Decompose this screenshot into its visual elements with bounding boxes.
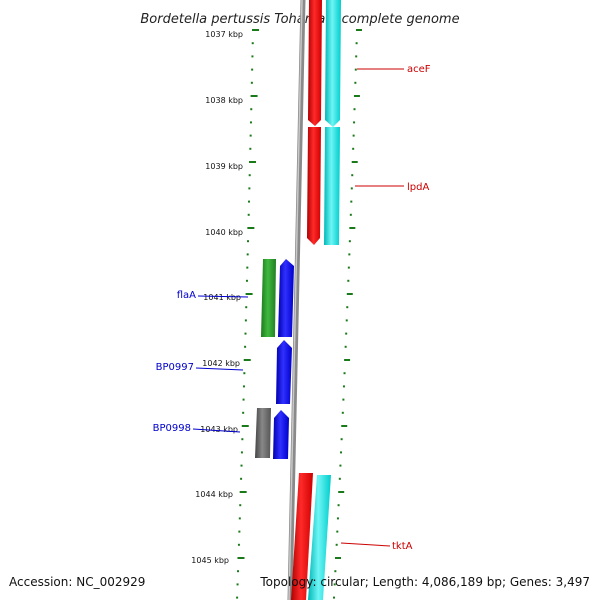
backbone-ring [287,0,306,600]
tkta-leader-line [340,542,391,547]
gene-bp0997 [276,340,292,404]
gene-label-bp0997[interactable]: BP0997 [156,362,194,373]
scale-label-1042: 1042 kbp [202,359,240,368]
gene-label-bp0998[interactable]: BP0998 [153,423,191,434]
cyan-feature-tkta [308,475,331,600]
cyan-feature-lpda [324,127,340,245]
red-gene-tkta [291,473,313,600]
gene-label-lpda[interactable]: lpdA [407,182,429,193]
scale-label-1040: 1040 kbp [205,228,243,237]
genome-summary-text: Topology: circular; Length: 4,086,189 bp… [259,575,590,589]
scale-label-1045: 1045 kbp [191,556,229,565]
gene-label-tkta[interactable]: tktA [392,541,413,552]
red-gene-lpda [307,127,321,245]
scale-label-1043: 1043 kbp [200,425,238,434]
blue-gene-3 [273,410,289,459]
scale-label-1039: 1039 kbp [205,162,243,171]
scale-label-1037: 1037 kbp [205,30,243,39]
bp0997-leader-line [195,367,244,371]
gene-label-acef[interactable]: aceF [407,64,431,75]
outer-scale-ring [333,29,362,599]
scale-label-1044: 1044 kbp [195,490,233,499]
cyan-feature-acef [325,0,341,127]
gene-label-flaa[interactable]: flaA [177,290,196,301]
gene-bp0998 [255,408,271,458]
scale-label-1038: 1038 kbp [205,96,243,105]
accession-text: Accession: NC_002929 [9,575,145,589]
scale-label-1041: 1041 kbp [203,293,241,302]
blue-gene-1 [278,259,294,337]
map-title: Bordetella pertussis Tohama I, complete … [140,12,459,27]
red-gene-acef [308,0,322,126]
inner-scale-ring [236,29,259,599]
bp0998-leader-line [192,428,241,433]
gene-flaa [261,259,276,337]
flaa-leader-line [197,295,249,298]
